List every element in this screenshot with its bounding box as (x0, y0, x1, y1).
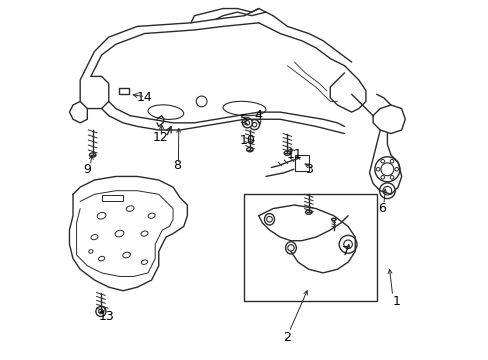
Text: 13: 13 (99, 310, 115, 323)
Circle shape (242, 118, 252, 128)
Ellipse shape (98, 310, 104, 314)
Ellipse shape (246, 148, 253, 152)
Circle shape (96, 306, 106, 316)
Text: 14: 14 (136, 91, 152, 104)
Bar (102, 195, 123, 202)
Text: 2: 2 (283, 331, 291, 344)
Ellipse shape (284, 151, 290, 156)
Bar (244, 194, 376, 301)
Text: 5: 5 (240, 113, 248, 126)
Ellipse shape (89, 153, 96, 157)
Text: 6: 6 (377, 202, 385, 215)
Text: 4: 4 (254, 109, 262, 122)
Circle shape (249, 120, 259, 130)
Circle shape (379, 183, 394, 199)
Text: 3: 3 (304, 163, 312, 176)
Text: 12: 12 (152, 131, 168, 144)
Text: 1: 1 (391, 295, 400, 308)
Ellipse shape (285, 242, 296, 254)
Text: 9: 9 (83, 163, 91, 176)
Text: 8: 8 (172, 159, 180, 172)
Text: 7: 7 (342, 245, 349, 258)
Text: 11: 11 (286, 148, 302, 162)
Circle shape (339, 235, 356, 253)
Bar (119, 88, 129, 94)
Ellipse shape (264, 213, 274, 225)
Ellipse shape (305, 210, 311, 214)
Text: 10: 10 (240, 134, 256, 147)
Bar (294, 155, 308, 171)
